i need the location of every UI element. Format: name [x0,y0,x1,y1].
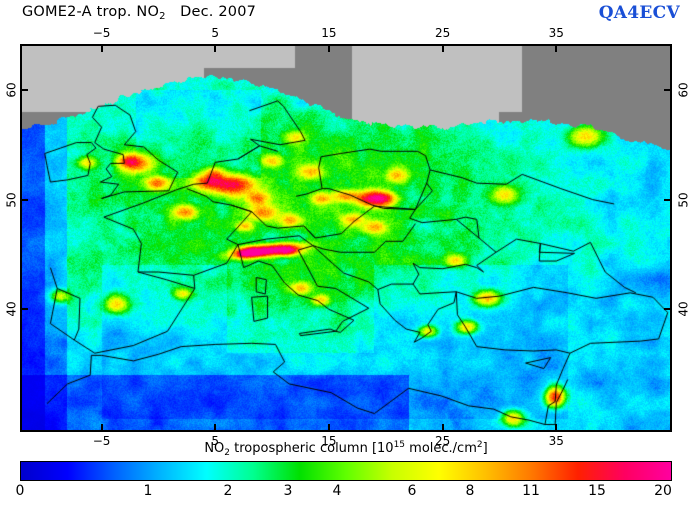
y-tick [664,308,670,311]
x-tick [555,424,558,430]
colorbar-tick-label: 2 [223,483,233,499]
x-tick [327,424,330,430]
qa4ecv-logo: QA4ECV [598,3,680,23]
y-axis-label: 40 [4,301,19,317]
colorbar-tick-label: 20 [654,483,672,499]
x-axis-label: 35 [548,26,564,40]
x-tick [100,424,103,430]
x-tick [441,46,444,52]
colorbar-tick-label: 4 [332,483,342,499]
x-tick [441,424,444,430]
y-axis-label: 50 [4,191,19,208]
y-axis-label: 40 [676,301,691,317]
x-tick [214,424,217,430]
title-subscript: 2 [159,11,166,22]
colorbar-tick-label: 1 [143,483,153,499]
colorbar-tick-label: 8 [465,483,475,499]
x-tick [555,46,558,52]
x-axis-label: 5 [211,26,220,40]
x-tick [327,46,330,52]
map-plot-area[interactable] [20,44,672,432]
x-axis-label: 35 [548,434,564,448]
colorbar-tick-label: 3 [283,483,293,499]
y-tick [664,88,670,91]
y-tick [22,198,28,201]
y-axis-label: 60 [676,82,691,98]
x-axis-label: 15 [321,26,337,40]
y-tick [22,308,28,311]
colorbar-tick-label: 11 [522,483,540,499]
colorbar [20,461,672,481]
x-tick [214,46,217,52]
x-axis-label: −5 [92,434,111,448]
x-axis-label: 25 [434,26,451,40]
colorbar-tick-label: 6 [407,483,417,499]
colorbar-tick-label: 0 [15,483,25,499]
y-tick [664,198,670,201]
x-axis-label: 25 [434,434,451,448]
x-axis-label: 15 [321,434,337,448]
x-tick [100,46,103,52]
x-axis-label: 5 [211,434,220,448]
colorbar-tick-label: 15 [588,483,606,499]
page-title: GOME2-A trop. NO2 Dec. 2007 [22,4,257,22]
colorbar-title: NO2 tropospheric column [1015 molec./cm2… [204,440,488,458]
title-species: GOME2-A trop. NO [22,4,160,20]
colorbar-gradient [21,462,671,480]
y-axis-label: 60 [4,82,19,98]
no2-column-heatmap [22,46,670,430]
x-axis-label: −5 [92,26,111,40]
y-axis-label: 50 [676,191,691,208]
y-tick [22,88,28,91]
title-date: Dec. 2007 [180,4,257,20]
